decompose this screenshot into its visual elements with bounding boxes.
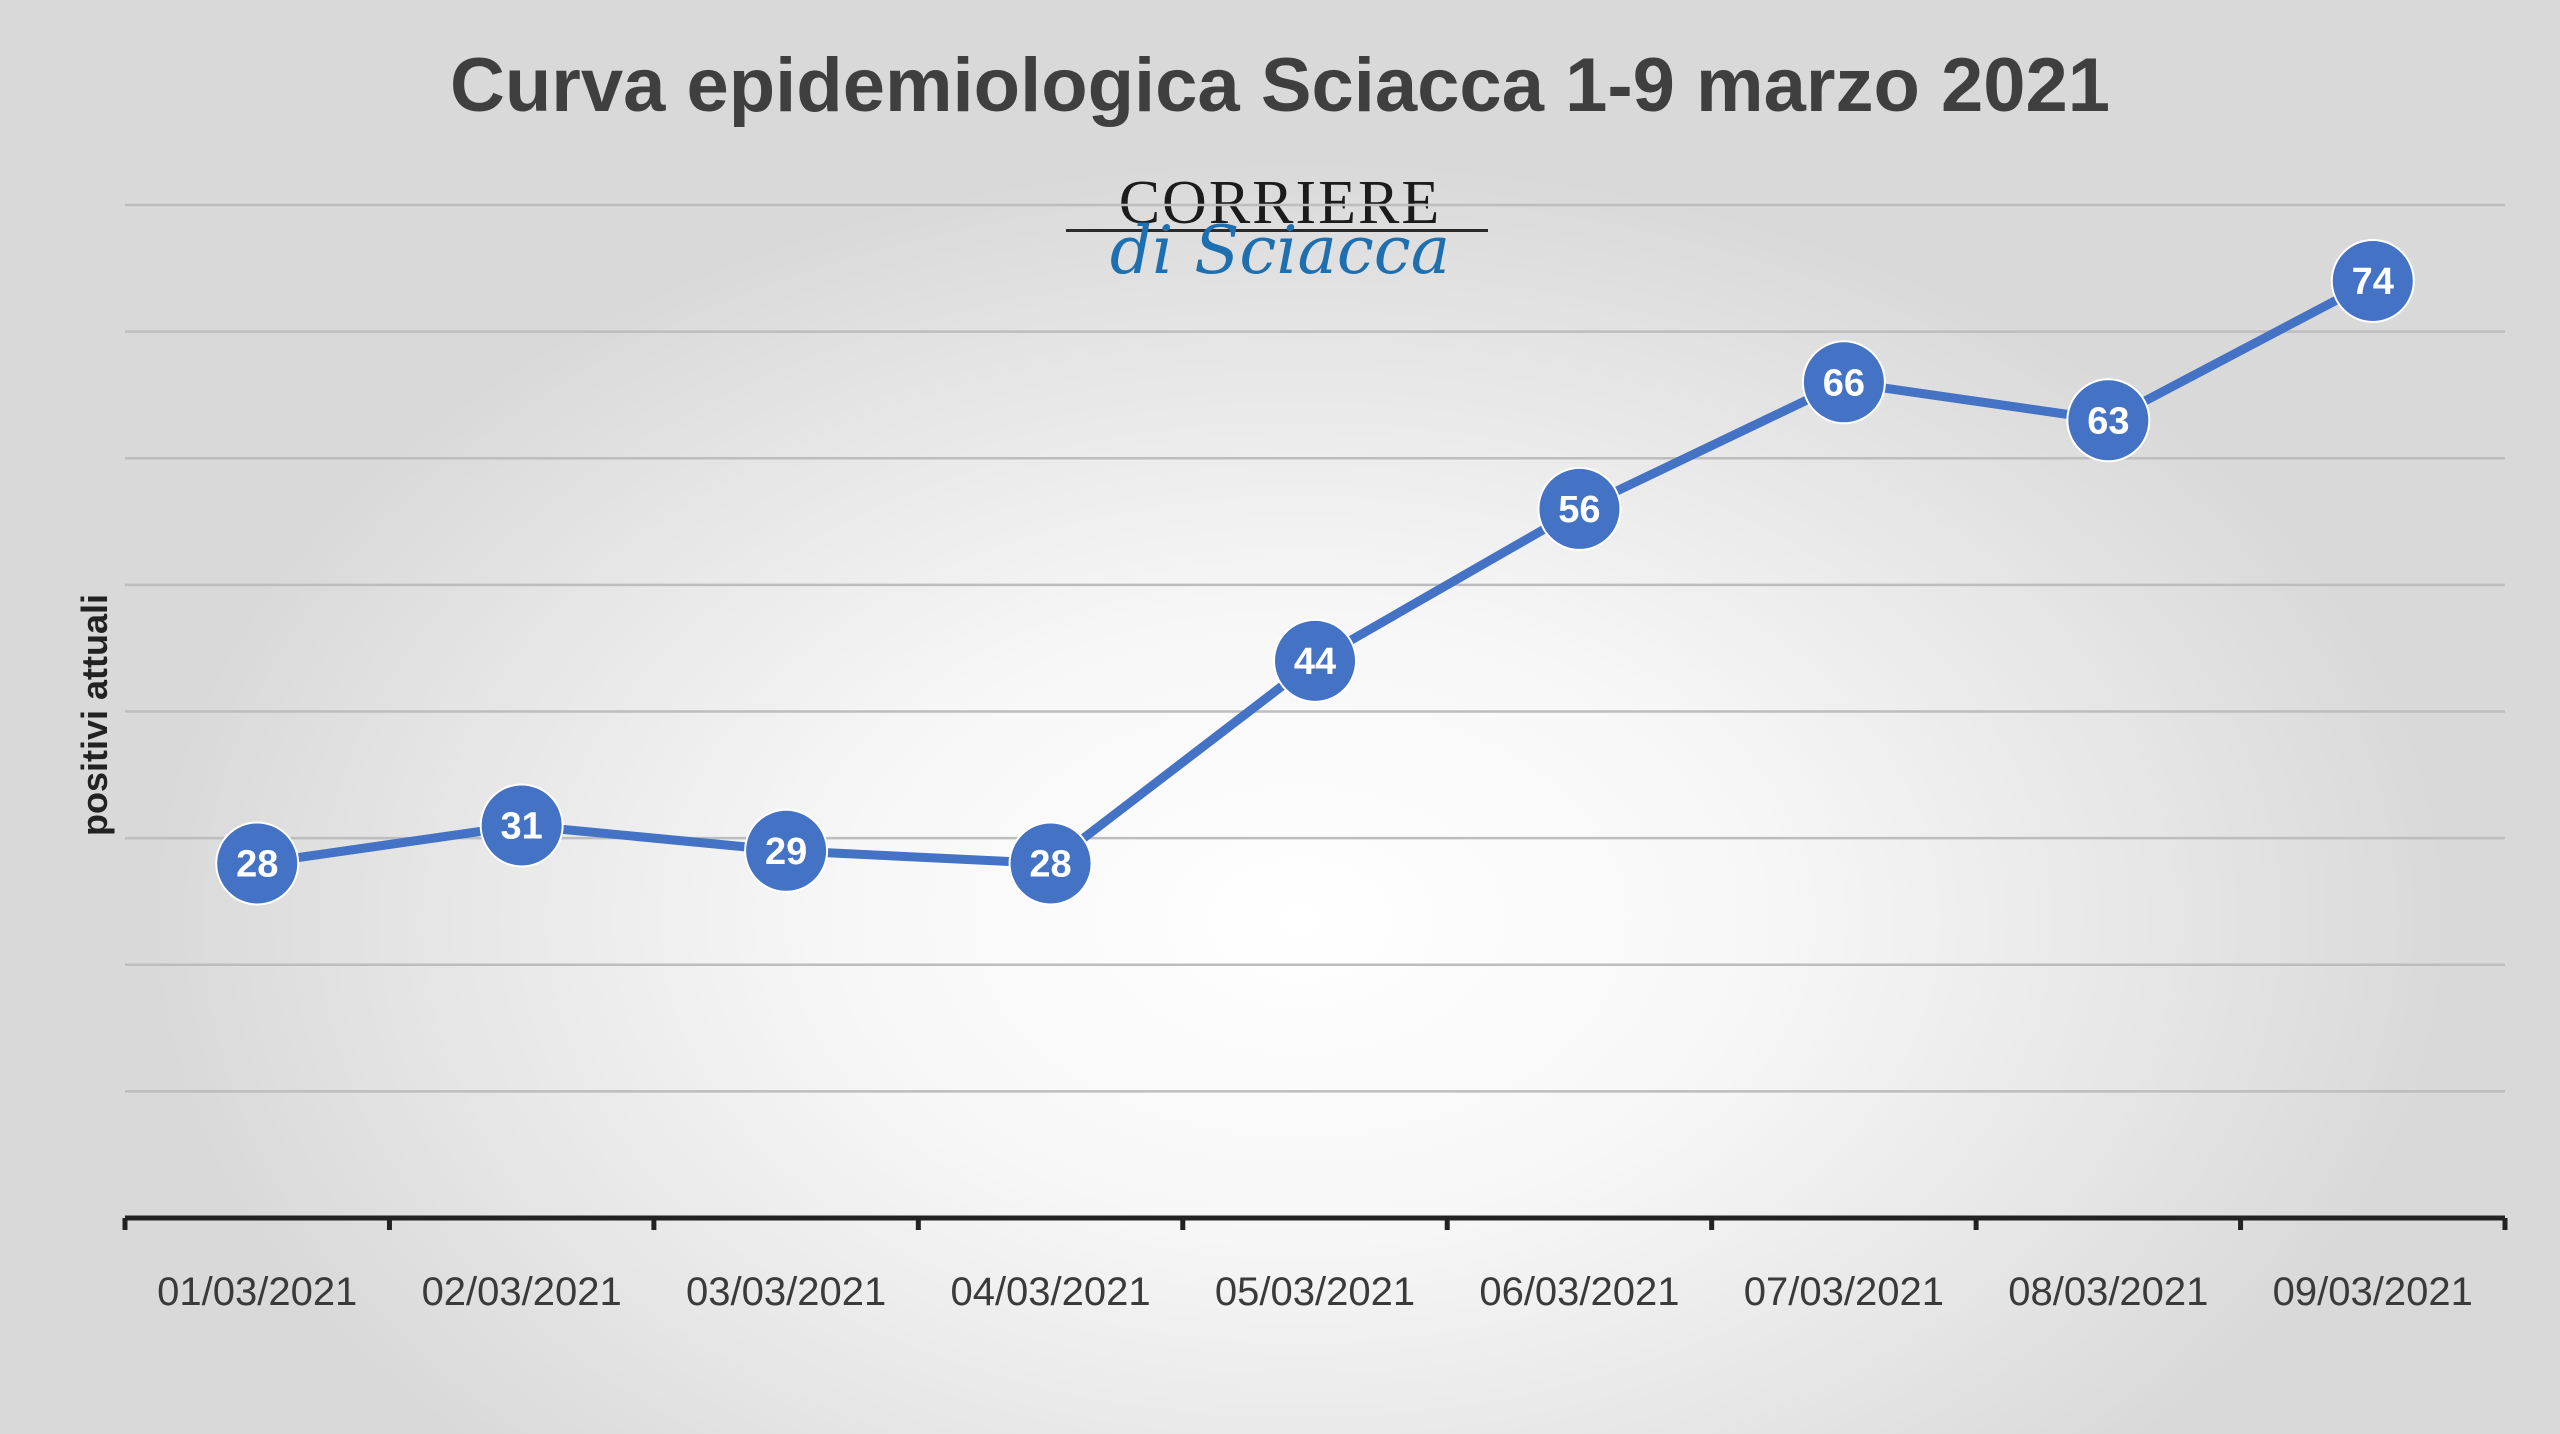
logo-line2: di Sciacca bbox=[1109, 212, 1451, 289]
data-label: 66 bbox=[1823, 362, 1865, 404]
data-point-marker bbox=[479, 783, 564, 868]
data-point: 63 bbox=[2066, 378, 2151, 463]
data-label: 56 bbox=[1558, 489, 1600, 531]
data-point: 31 bbox=[479, 783, 564, 868]
x-tick-label: 05/03/2021 bbox=[1215, 1270, 1415, 1314]
data-label: 28 bbox=[236, 843, 278, 885]
data-point-marker bbox=[1273, 618, 1357, 703]
data-label: 63 bbox=[2087, 400, 2129, 442]
data-point-marker bbox=[1537, 466, 1622, 551]
data-point-marker bbox=[2066, 378, 2151, 463]
x-tick-label: 09/03/2021 bbox=[2273, 1270, 2473, 1314]
data-points: 28 31 29 28 44 56 66 63 74 bbox=[215, 238, 2415, 906]
x-tick-label: 03/03/2021 bbox=[686, 1270, 886, 1314]
data-point-marker bbox=[1801, 340, 1886, 425]
corriere-di-sciacca-logo: CORRIERE di Sciacca bbox=[1060, 160, 1500, 290]
data-point-marker bbox=[215, 821, 300, 906]
data-point-marker bbox=[744, 808, 829, 893]
logo-line1: CORRIERE bbox=[1118, 169, 1442, 237]
data-label: 31 bbox=[501, 805, 543, 847]
series-line bbox=[252, 276, 2378, 868]
data-point: 29 bbox=[744, 808, 829, 893]
data-point: 74 bbox=[2330, 238, 2415, 323]
data-label: 74 bbox=[2352, 261, 2394, 303]
data-point: 44 bbox=[1273, 618, 1357, 703]
data-label: 44 bbox=[1294, 641, 1336, 683]
data-label: 29 bbox=[765, 831, 807, 873]
data-point: 28 bbox=[215, 821, 300, 906]
data-point: 56 bbox=[1537, 466, 1622, 551]
x-tick-label: 04/03/2021 bbox=[950, 1270, 1150, 1314]
gridlines bbox=[125, 203, 2505, 1093]
chart-title: Curva epidemiologica Sciacca 1-9 marzo 2… bbox=[449, 43, 2111, 128]
x-tick-label: 01/03/2021 bbox=[157, 1270, 357, 1314]
data-label: 28 bbox=[1029, 843, 1071, 885]
x-tick-label: 06/03/2021 bbox=[1479, 1270, 1679, 1314]
x-tick-labels: 01/03/2021 02/03/2021 03/03/2021 04/03/2021… bbox=[157, 1270, 2473, 1314]
data-point-marker bbox=[2330, 238, 2415, 323]
x-tick-label: 07/03/2021 bbox=[1744, 1270, 1944, 1314]
data-point: 66 bbox=[1801, 340, 1886, 425]
x-tick-label: 02/03/2021 bbox=[422, 1270, 622, 1314]
data-point: 28 bbox=[1008, 821, 1093, 906]
x-tick-label: 08/03/2021 bbox=[2008, 1270, 2208, 1314]
logo-rule bbox=[1066, 229, 1488, 232]
x-axis bbox=[122, 1215, 2508, 1230]
series-polyline bbox=[252, 276, 2378, 868]
data-point-marker bbox=[1008, 821, 1093, 906]
